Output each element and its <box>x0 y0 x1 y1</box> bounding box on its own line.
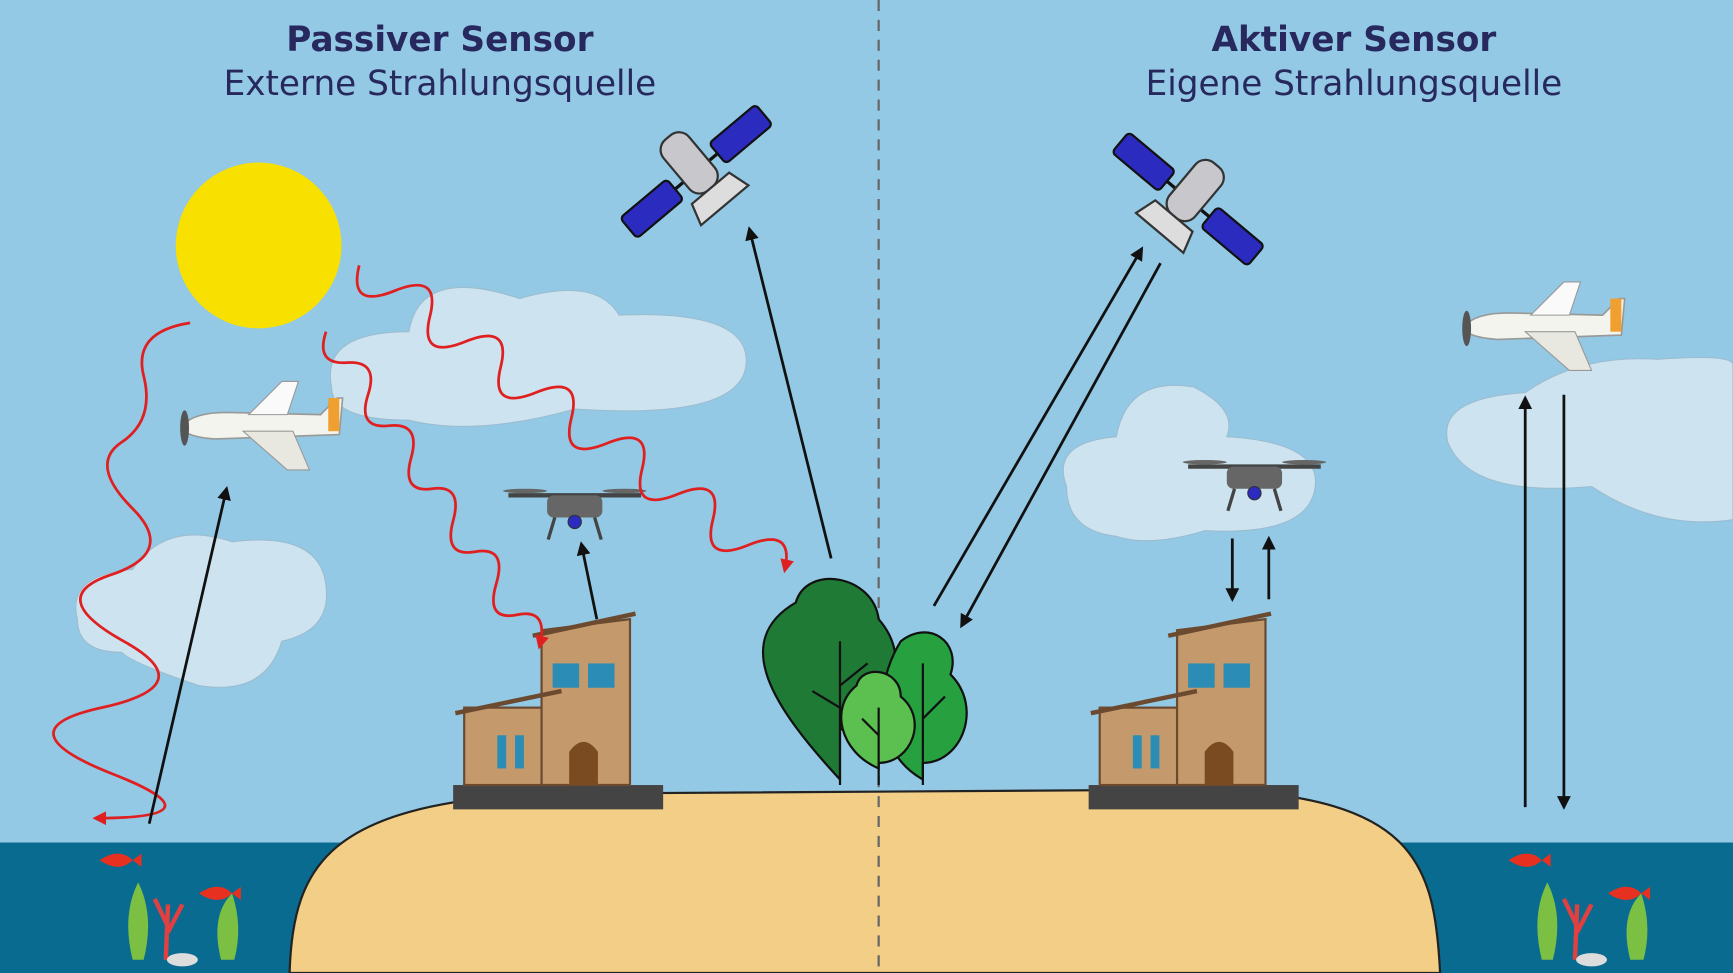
remote-sensing-diagram: Passiver Sensor Externe Strahlungsquelle… <box>0 0 1733 973</box>
panel-subtitle: Externe Strahlungsquelle <box>224 64 657 104</box>
page: {"panels":[{"title":"Passiver Sensor","s… <box>0 0 1733 973</box>
panel-subtitle: Eigene Strahlungsquelle <box>1146 64 1563 104</box>
panel-title: Passiver Sensor <box>286 20 593 60</box>
panel-title: Aktiver Sensor <box>1212 20 1497 60</box>
